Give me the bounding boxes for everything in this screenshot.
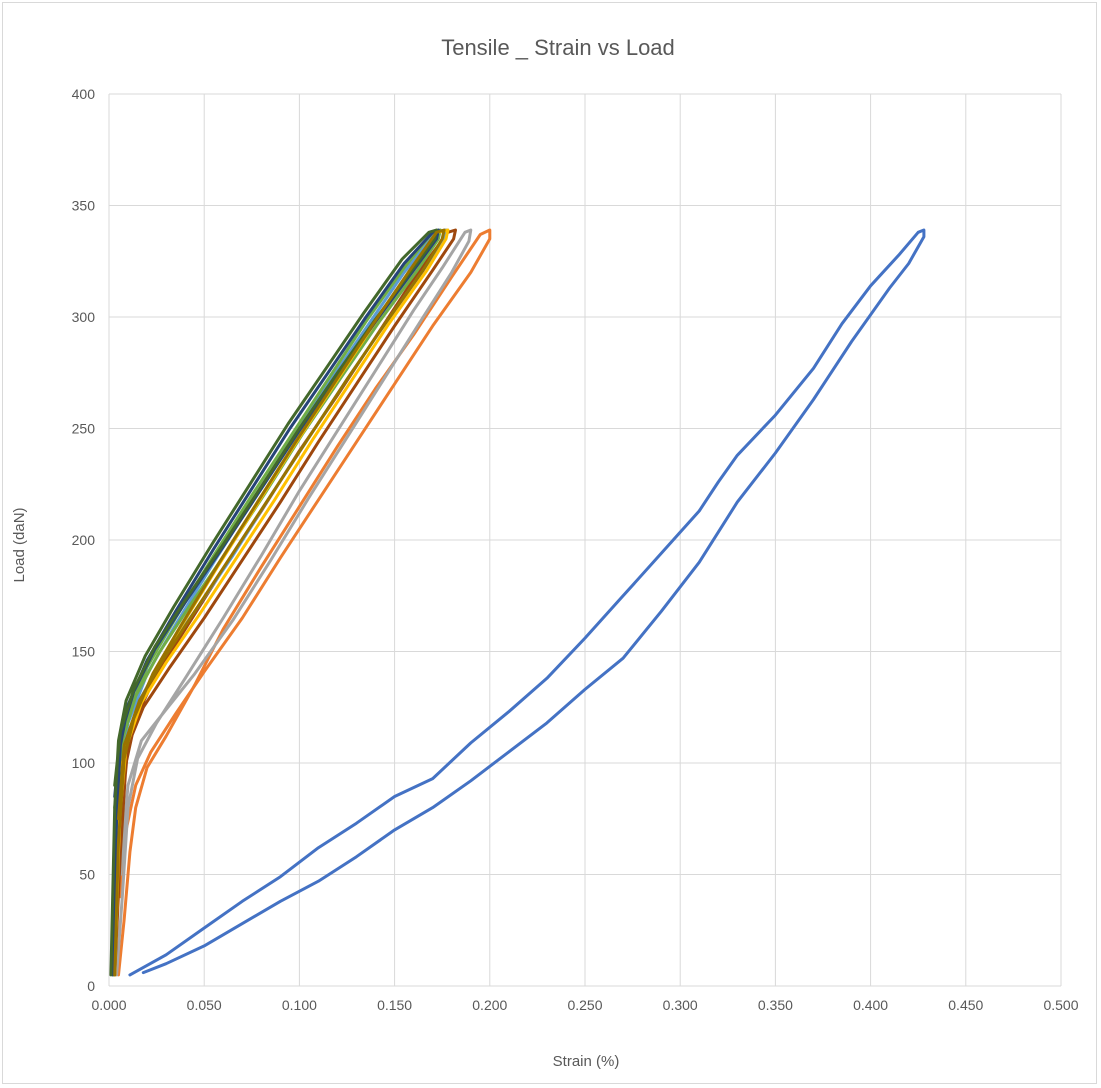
x-tick-label: 0.200 bbox=[472, 997, 507, 1013]
series-line-3 bbox=[115, 228, 473, 977]
y-tick-label: 100 bbox=[72, 755, 96, 771]
y-tick-label: 250 bbox=[72, 421, 96, 437]
y-tick-label: 200 bbox=[72, 532, 96, 548]
x-tick-label: 0.350 bbox=[758, 997, 793, 1013]
x-axis-title: Strain (%) bbox=[553, 1053, 620, 1070]
x-tick-label: 0.050 bbox=[187, 997, 222, 1013]
x-tick-label: 0.100 bbox=[282, 997, 317, 1013]
y-tick-label: 50 bbox=[79, 867, 95, 883]
x-tick-label: 0.150 bbox=[377, 997, 412, 1013]
grid bbox=[108, 93, 1062, 987]
series-line-4 bbox=[113, 228, 457, 977]
y-tick-label: 350 bbox=[72, 198, 96, 214]
x-tick-label: 0.300 bbox=[663, 997, 698, 1013]
series-group bbox=[109, 228, 926, 977]
x-tick-label: 0.000 bbox=[91, 997, 126, 1013]
series-line-1 bbox=[128, 228, 926, 977]
y-tick-label: 300 bbox=[72, 309, 96, 325]
series-line-2 bbox=[117, 228, 492, 977]
series-line-9 bbox=[109, 228, 438, 977]
y-axis-ticks: 0 50 100 150 200 250 300 350 400 bbox=[72, 86, 96, 994]
series-line-5 bbox=[111, 228, 448, 977]
y-tick-label: 150 bbox=[72, 644, 96, 660]
series-line-6 bbox=[111, 228, 442, 977]
x-tick-label: 0.450 bbox=[948, 997, 983, 1013]
y-tick-label: 400 bbox=[72, 86, 96, 102]
y-tick-label: 0 bbox=[87, 978, 95, 994]
x-axis-ticks: 0.000 0.050 0.100 0.150 0.200 0.250 0.300 0.350… bbox=[91, 997, 1078, 1013]
x-tick-label: 0.250 bbox=[567, 997, 602, 1013]
series-line-10 bbox=[113, 228, 446, 977]
x-tick-label: 0.500 bbox=[1043, 997, 1078, 1013]
chart-title: Tensile _ Strain vs Load bbox=[441, 35, 675, 60]
x-tick-label: 0.400 bbox=[853, 997, 888, 1013]
series-line-7 bbox=[113, 228, 450, 977]
series-line-8 bbox=[111, 228, 440, 977]
y-axis-title: Load (daN) bbox=[11, 507, 28, 582]
chart-svg: Tensile _ Strain vs Load 0.000 0.050 0.100… bbox=[11, 35, 1079, 1070]
